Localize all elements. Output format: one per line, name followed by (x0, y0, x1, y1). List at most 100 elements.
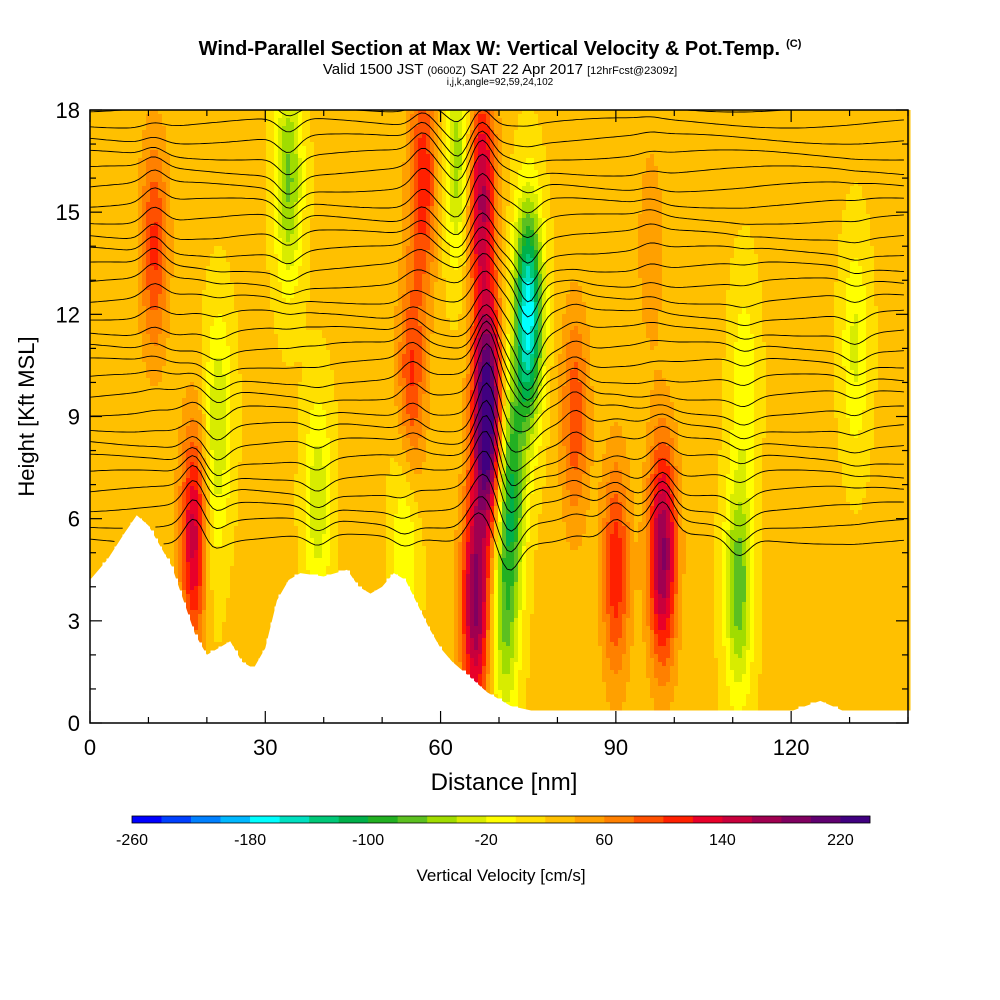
field-cell (134, 326, 139, 331)
field-cell (210, 234, 215, 239)
field-cell (218, 514, 223, 519)
field-cell (126, 158, 131, 163)
field-cell (214, 594, 219, 599)
field-cell (162, 466, 167, 471)
field-cell (130, 330, 135, 335)
field-cell (246, 494, 251, 499)
field-cell (226, 118, 231, 123)
field-cell (234, 510, 239, 515)
field-cell (190, 594, 195, 599)
field-cell (246, 394, 251, 399)
field-cell (206, 554, 211, 559)
field-cell (102, 382, 107, 387)
field-cell (178, 194, 183, 199)
field-cell (242, 602, 247, 607)
field-cell (194, 194, 199, 199)
field-cell (98, 406, 103, 411)
field-cell (94, 162, 99, 167)
field-cell (114, 502, 119, 507)
field-cell (250, 646, 255, 651)
field-cell (114, 370, 119, 375)
field-cell (102, 466, 107, 471)
field-cell (166, 334, 171, 339)
field-cell (142, 134, 147, 139)
field-cell (206, 118, 211, 123)
field-cell (194, 410, 199, 415)
field-cell (154, 478, 159, 483)
field-cell (186, 250, 191, 255)
field-cell (214, 334, 219, 339)
field-cell (130, 262, 135, 267)
field-cell (178, 562, 183, 567)
field-cell (170, 182, 175, 187)
field-cell (122, 250, 127, 255)
field-cell (110, 210, 115, 215)
field-cell (146, 394, 151, 399)
field-cell (214, 258, 219, 263)
field-cell (106, 434, 111, 439)
field-cell (94, 274, 99, 279)
field-cell (98, 170, 103, 175)
field-cell (238, 338, 243, 343)
field-cell (154, 394, 159, 399)
field-cell (118, 486, 123, 491)
field-cell (226, 474, 231, 479)
field-cell (178, 354, 183, 359)
field-cell (230, 606, 235, 611)
field-cell (162, 218, 167, 223)
field-cell (214, 322, 219, 327)
field-cell (194, 606, 199, 611)
field-cell (174, 286, 179, 291)
field-cell (174, 510, 179, 515)
field-cell (130, 414, 135, 419)
field-cell (166, 442, 171, 447)
field-cell (134, 366, 139, 371)
field-cell (142, 314, 147, 319)
field-cell (166, 434, 171, 439)
field-cell (130, 162, 135, 167)
field-cell (202, 326, 207, 331)
field-cell (174, 386, 179, 391)
field-cell (218, 346, 223, 351)
field-cell (250, 438, 255, 443)
field-cell (198, 210, 203, 215)
field-cell (102, 166, 107, 171)
field-cell (250, 338, 255, 343)
field-cell (250, 114, 255, 119)
field-cell (242, 386, 247, 391)
field-cell (246, 246, 251, 251)
field-cell (214, 186, 219, 191)
field-cell (218, 598, 223, 603)
field-cell (230, 186, 235, 191)
field-cell (134, 170, 139, 175)
field-cell (122, 242, 127, 247)
field-cell (226, 202, 231, 207)
field-cell (102, 402, 107, 407)
field-cell (202, 274, 207, 279)
field-cell (138, 398, 143, 403)
field-cell (170, 294, 175, 299)
field-cell (226, 326, 231, 331)
field-cell (194, 586, 199, 591)
field-cell (110, 414, 115, 419)
field-cell (110, 418, 115, 423)
field-cell (162, 498, 167, 503)
field-cell (234, 126, 239, 131)
field-cell (214, 562, 219, 567)
field-cell (122, 330, 127, 335)
field-cell (178, 302, 183, 307)
field-cell (126, 114, 131, 119)
field-cell (146, 378, 151, 383)
field-cell (174, 222, 179, 227)
field-cell (154, 218, 159, 223)
field-cell (190, 298, 195, 303)
field-cell (194, 326, 199, 331)
field-cell (102, 226, 107, 231)
field-cell (202, 402, 207, 407)
field-cell (190, 346, 195, 351)
field-cell (94, 514, 99, 519)
field-cell (102, 434, 107, 439)
field-cell (246, 506, 251, 511)
field-cell (214, 226, 219, 231)
field-cell (198, 634, 203, 639)
